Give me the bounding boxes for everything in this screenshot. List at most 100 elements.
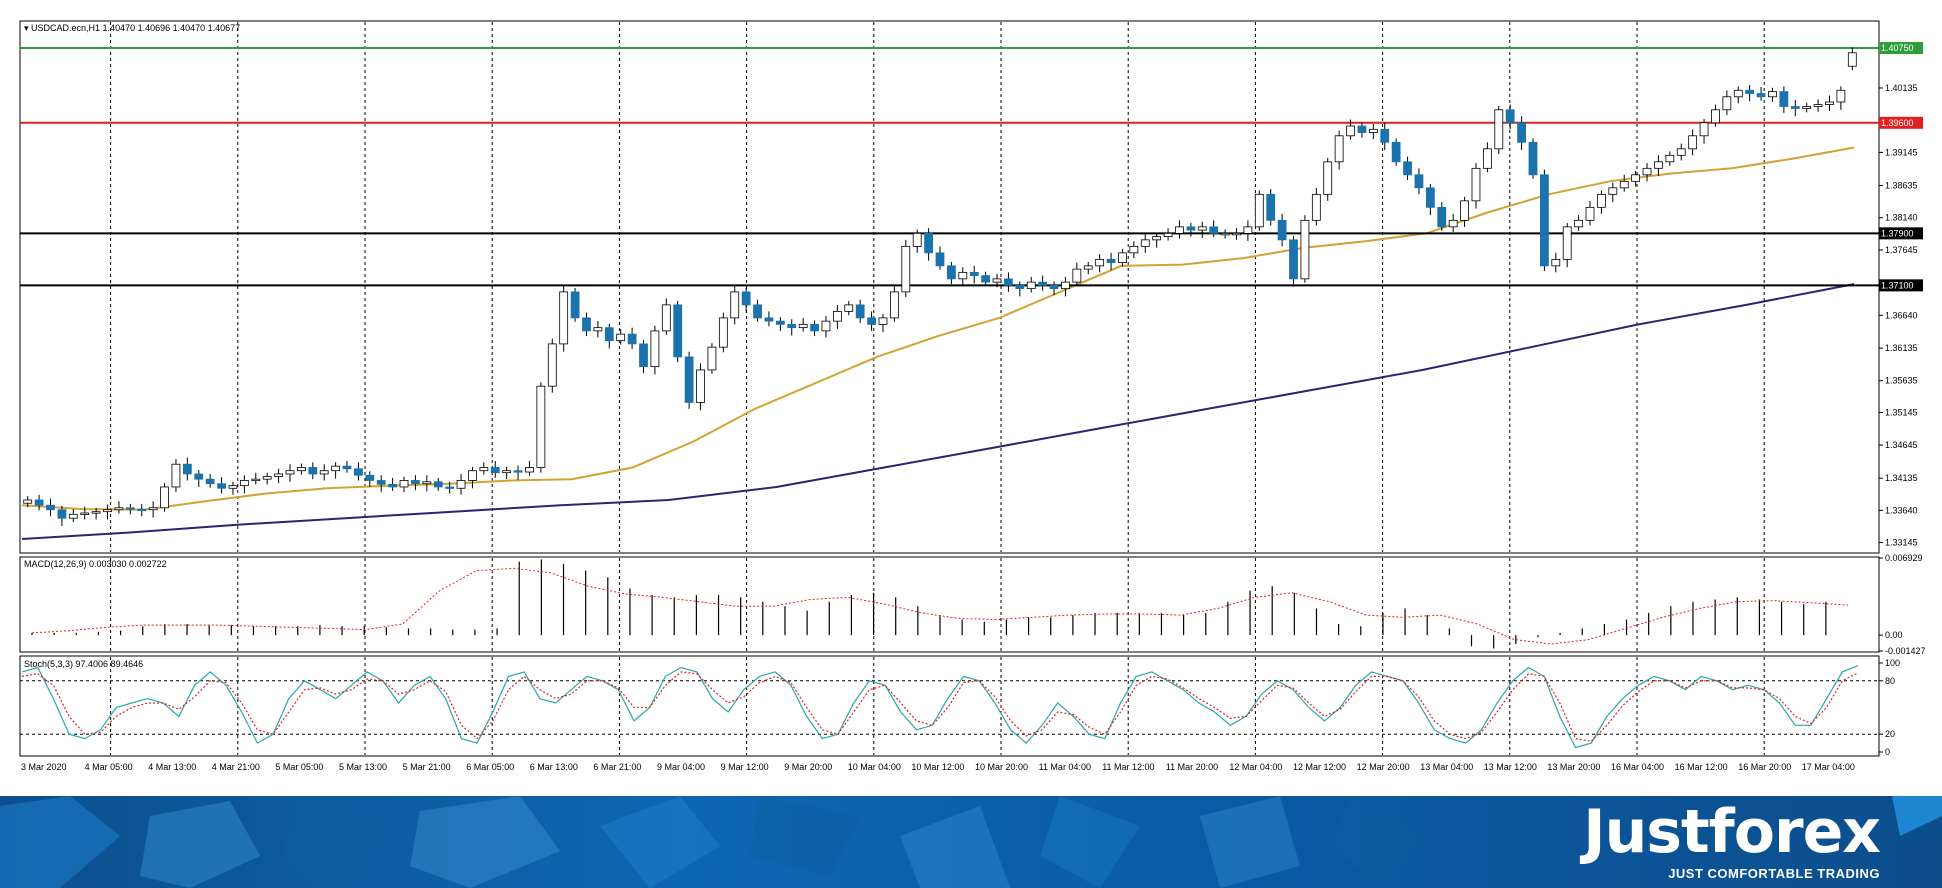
- candle-body: [34, 499, 44, 506]
- candle-body: [1197, 226, 1207, 231]
- candle-body: [639, 343, 648, 368]
- candle-body: [1266, 193, 1276, 221]
- level-price-tag: [1879, 227, 1923, 240]
- candle-body: [1118, 252, 1127, 264]
- candle-body: [125, 507, 135, 510]
- candle-body: [433, 481, 443, 488]
- candle-body: [1414, 174, 1424, 189]
- trading-chart[interactable]: 1.40750 1.39600 1.37900 1.37100 1.40135 1.39…: [0, 0, 1942, 796]
- candle-body: [787, 323, 797, 329]
- candle-body: [354, 468, 363, 476]
- x-tick-label: 10 Mar 04:00: [848, 762, 901, 772]
- y-tick-label: 1.37645: [1885, 245, 1918, 255]
- x-tick-label: 11 Mar 12:00: [1102, 762, 1154, 772]
- x-tick-label: 16 Mar 12:00: [1675, 762, 1728, 772]
- candle-body: [1289, 239, 1298, 280]
- macd-panel[interactable]: 0.006929 0.00 -0.001427 MACD(12,26,9) 0.00…: [19, 553, 1926, 656]
- candle-body: [91, 511, 101, 514]
- candle-body: [1323, 161, 1333, 195]
- candle-body: [981, 275, 991, 283]
- x-tick-label: 13 Mar 12:00: [1484, 762, 1537, 772]
- candle-body: [1665, 154, 1675, 163]
- candle-body: [1300, 219, 1310, 280]
- candle-body: [228, 485, 238, 489]
- candle-body: [604, 327, 614, 342]
- candle-body: [114, 507, 124, 511]
- y-tick-label: 1.35635: [1885, 376, 1918, 386]
- candle-body: [901, 245, 911, 293]
- x-tick-label: 4 Mar 05:00: [85, 762, 133, 772]
- candle-body: [274, 473, 283, 477]
- x-tick-label: 17 Mar 04:00: [1802, 762, 1855, 772]
- x-tick-label: 12 Mar 04:00: [1229, 762, 1282, 772]
- stoch-y-tick-label: 20: [1885, 729, 1895, 739]
- candle-body: [650, 330, 660, 368]
- candle-body: [1597, 193, 1606, 208]
- candle-body: [80, 512, 90, 515]
- candle-body: [171, 463, 181, 488]
- price-panel[interactable]: 1.40750 1.39600 1.37900 1.37100 1.40135 1.39…: [19, 20, 1923, 554]
- x-tick-label: 13 Mar 20:00: [1547, 762, 1600, 772]
- candle-body: [661, 304, 671, 332]
- candle-body: [1277, 219, 1287, 241]
- level-price-tag: [1879, 279, 1923, 292]
- candle-body: [490, 467, 500, 474]
- candle-body: [137, 508, 147, 511]
- candle-body: [1825, 101, 1834, 105]
- x-tick-label: 10 Mar 20:00: [975, 762, 1028, 772]
- x-tick-label: 6 Mar 13:00: [530, 762, 578, 772]
- macd-signal-path: [31, 567, 1849, 645]
- ma-line: [21, 283, 1855, 540]
- candle-body: [1676, 148, 1686, 156]
- macd-panel-frame: [19, 556, 1880, 653]
- macd-y-tick-label: -0.001427: [1885, 646, 1926, 656]
- candle-body: [217, 483, 226, 489]
- candle-body: [1448, 219, 1458, 228]
- x-tick-label: 12 Mar 20:00: [1357, 762, 1410, 772]
- x-tick-label: 11 Mar 20:00: [1166, 762, 1218, 772]
- candle-body: [753, 304, 762, 319]
- candle-body: [1163, 232, 1173, 238]
- symbol-header: USDCAD.ecn,H1 1.40470 1.40696 1.40470 1.…: [31, 23, 240, 33]
- candle-body: [764, 317, 774, 322]
- x-tick-label: 6 Mar 05:00: [466, 762, 514, 772]
- candle-body: [673, 304, 683, 358]
- macd-signal-line: [31, 567, 1849, 645]
- candle-body: [456, 480, 466, 489]
- candle-body: [1038, 281, 1048, 286]
- candle-body: [741, 291, 751, 306]
- candle-body: [1574, 219, 1584, 228]
- candle-body: [1585, 206, 1595, 221]
- candle-body: [365, 474, 375, 481]
- candle-body: [696, 369, 705, 403]
- candle-body: [1642, 167, 1652, 176]
- candle-body: [1152, 236, 1162, 241]
- candle-body: [239, 480, 249, 487]
- candle-body: [912, 232, 922, 247]
- collapse-triangle-icon[interactable]: ▾: [24, 23, 31, 33]
- y-tick-label: 1.35145: [1885, 408, 1918, 418]
- candle-body: [992, 278, 1002, 283]
- candle-body: [1460, 200, 1469, 221]
- x-tick-label: 16 Mar 20:00: [1738, 762, 1791, 772]
- candle-body: [103, 509, 112, 513]
- candle-body: [1699, 122, 1709, 137]
- candle-body: [1368, 128, 1378, 133]
- candle-body: [57, 509, 67, 519]
- macd-y-tick-label: 0.006929: [1885, 553, 1923, 563]
- macd-histogram: [31, 559, 1827, 649]
- candle-body: [411, 480, 420, 485]
- candle-body: [1847, 52, 1857, 67]
- candle-body: [1756, 93, 1766, 98]
- stoch-y-tick-label: 80: [1885, 676, 1895, 686]
- stoch-panel[interactable]: 100 80 20 0 Stoch(5,3,3) 97.4006 89.4646: [19, 655, 1900, 757]
- brand-logo[interactable]: Justforex: [1583, 797, 1881, 867]
- candle-body: [1015, 284, 1025, 290]
- price-axis: 1.40135 1.39145 1.38635 1.38140 1.37645 1.366…: [1879, 83, 1918, 548]
- candle-body: [1243, 226, 1253, 234]
- macd-y-tick-label: 0.00: [1885, 630, 1903, 640]
- x-tick-label: 5 Mar 05:00: [275, 762, 323, 772]
- candle-body: [1437, 206, 1447, 228]
- candle-body: [1802, 106, 1812, 109]
- level-price-label: 1.37100: [1881, 280, 1914, 290]
